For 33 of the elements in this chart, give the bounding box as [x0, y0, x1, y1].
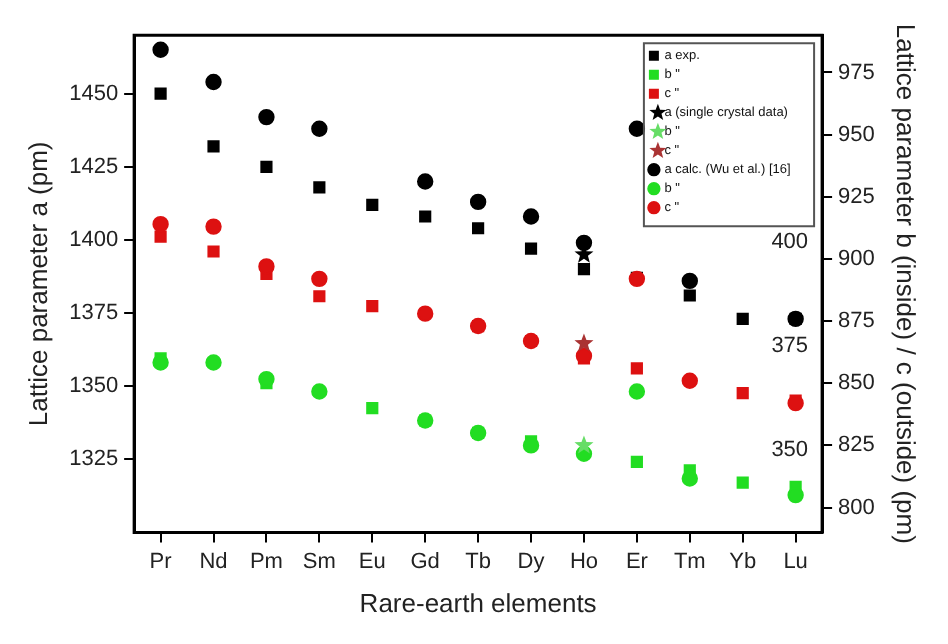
- x-tick-label: Ho: [569, 549, 599, 574]
- y2-tick-label: 950: [838, 122, 875, 147]
- y3-tick-label: 375: [771, 334, 809, 359]
- y-tick-label: 1400: [69, 227, 119, 252]
- y3-tick-label: 400: [771, 230, 809, 255]
- x-tick-label: Nd: [199, 549, 228, 574]
- y-tick-label: 1325: [69, 447, 119, 472]
- x-tick-label: Yb: [729, 549, 757, 574]
- y2-tick-label: 825: [838, 433, 875, 458]
- x-tick-label: Pr: [149, 549, 173, 574]
- x-tick-label: Pm: [249, 549, 283, 574]
- y2-tick-label: 875: [838, 309, 875, 334]
- y2-tick-label: 850: [838, 371, 875, 396]
- y3-tick-label: 350: [771, 437, 809, 462]
- y-tick-label: 1375: [69, 301, 119, 326]
- y-tick-label: 1350: [69, 374, 119, 399]
- y2-tick-label: 800: [838, 495, 875, 520]
- y2-axis-title: Lattice parameter b (inside) / c (outside) (pm): [891, 23, 922, 544]
- x-tick-label: Gd: [410, 549, 440, 574]
- x-axis-title: Rare-earth elements: [359, 587, 598, 618]
- y2-tick-label: 900: [838, 247, 875, 271]
- x-tick-label: Tb: [465, 549, 491, 574]
- y-tick-label: 1450: [69, 81, 119, 106]
- x-tick-label: Tm: [673, 549, 706, 574]
- y-tick-label: 1425: [69, 154, 119, 179]
- x-tick-label: Er: [625, 549, 649, 574]
- x-tick-label: Lu: [783, 549, 808, 574]
- y2-tick-label: 975: [838, 60, 875, 85]
- x-tick-label: Sm: [302, 549, 336, 574]
- y2-tick-label: 925: [838, 184, 875, 209]
- x-tick-label: Eu: [358, 549, 386, 574]
- x-tick-label: Dy: [517, 549, 546, 574]
- y-axis-title: Lattice parameter a (pm): [22, 141, 53, 427]
